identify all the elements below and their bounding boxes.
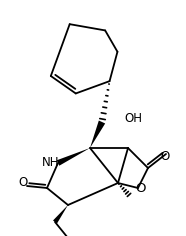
Text: O: O bbox=[19, 177, 28, 190]
Text: NH: NH bbox=[42, 156, 60, 169]
Polygon shape bbox=[57, 148, 90, 166]
Polygon shape bbox=[90, 121, 105, 148]
Text: OH: OH bbox=[124, 111, 142, 125]
Text: O: O bbox=[160, 151, 169, 164]
Polygon shape bbox=[53, 205, 68, 223]
Text: O: O bbox=[136, 181, 146, 194]
